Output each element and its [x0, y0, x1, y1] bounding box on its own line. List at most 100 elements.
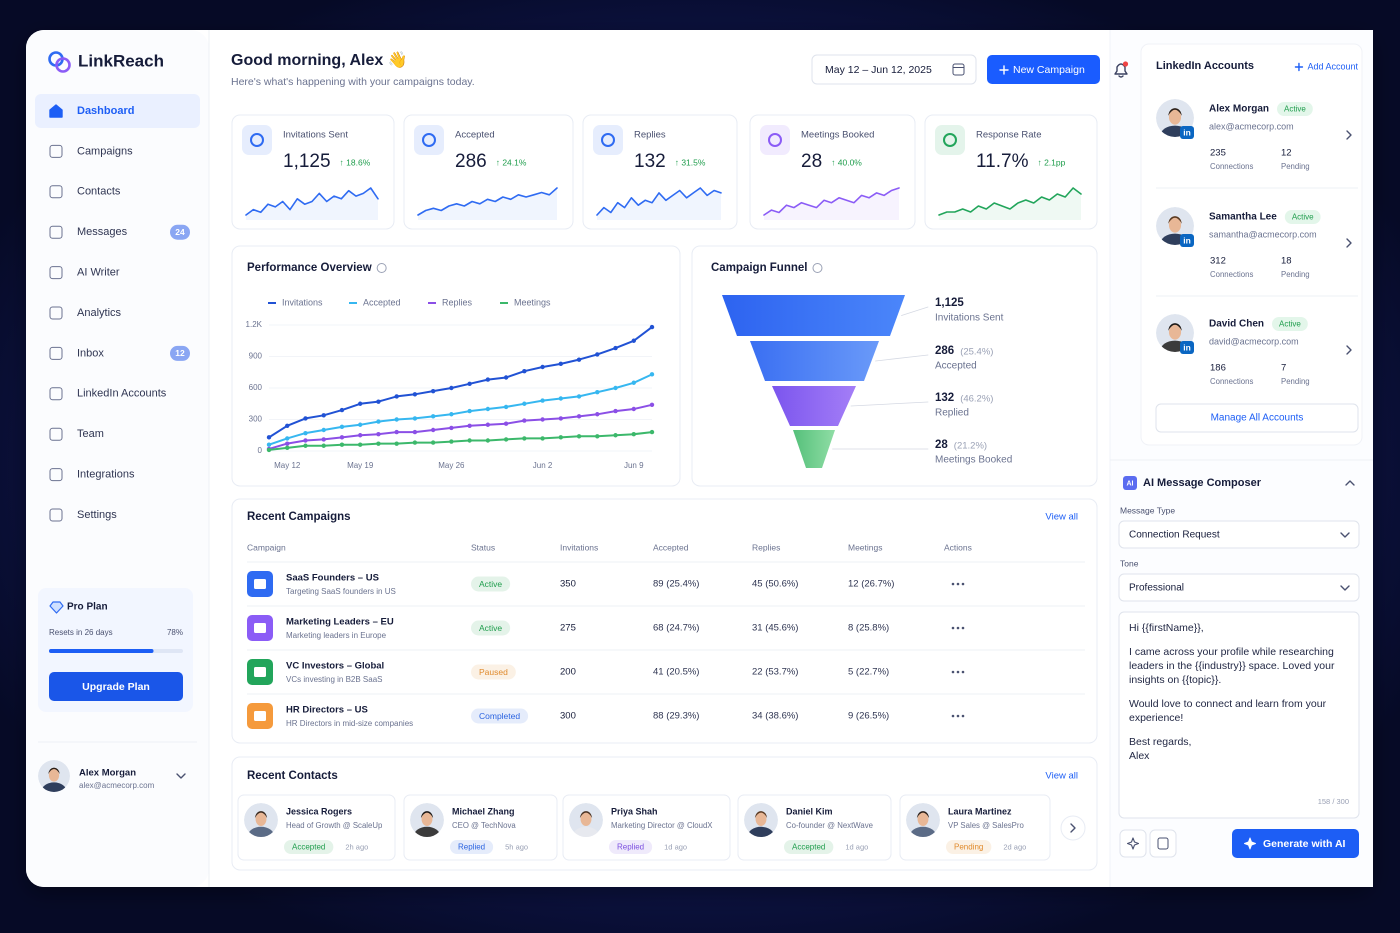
contact-time: 2h ago — [345, 842, 368, 851]
data-point — [430, 414, 436, 419]
kpi-change: ↑ 31.5% — [675, 157, 706, 167]
status-pill — [1284, 210, 1321, 224]
plan-title: Pro Plan — [67, 602, 108, 613]
data-point — [394, 417, 399, 422]
data-point — [485, 438, 491, 443]
nav-item[interactable]: Inbox — [77, 347, 104, 359]
accepted: 41 (20.5%) — [653, 667, 699, 678]
campaign-name[interactable]: VC Investors – Global — [286, 661, 384, 672]
campaign-icon-glyph — [254, 579, 266, 589]
data-point — [266, 447, 272, 453]
generate-button[interactable] — [1232, 829, 1359, 858]
contact-time: 1d ago — [664, 842, 687, 851]
generate-label[interactable]: Generate with AI — [1263, 838, 1346, 850]
contact-name: Jessica Rogers — [286, 806, 352, 816]
card-title: Campaign Funnel — [711, 262, 807, 274]
data-point — [430, 427, 436, 433]
upgrade-button[interactable] — [49, 672, 183, 701]
nav-item[interactable]: Contacts — [77, 186, 121, 198]
data-point — [613, 385, 618, 391]
chevron — [176, 773, 186, 779]
contact-card[interactable] — [562, 794, 731, 861]
data-point — [467, 423, 472, 428]
contact-status: Accepted — [292, 843, 325, 852]
manage-accounts-label[interactable]: Manage All Accounts — [1211, 413, 1304, 424]
funnel-value: 286 — [935, 345, 954, 357]
nav-item[interactable]: Settings — [77, 509, 117, 521]
nav-item[interactable]: LinkedIn Accounts — [77, 388, 167, 400]
avatar-face — [580, 812, 592, 826]
textarea[interactable] — [1118, 611, 1360, 819]
view-all-link[interactable]: View all — [1045, 512, 1078, 523]
data-point — [449, 385, 454, 391]
nav-item[interactable]: Messages — [77, 226, 128, 238]
kpi-icon-bg — [593, 125, 623, 155]
nav-item[interactable]: AI Writer — [77, 267, 120, 279]
y-tick-label: 1.2K — [246, 320, 263, 329]
char-counter: 158 / 300 — [1318, 797, 1349, 806]
select-value[interactable]: Connection Request — [1129, 530, 1220, 541]
icon-button[interactable] — [1119, 829, 1147, 858]
nav-icon — [49, 387, 63, 401]
message-body[interactable]: Hi {{firstName}}, I came across your prof… — [1129, 621, 1351, 773]
actions-menu — [951, 714, 955, 718]
data-point — [357, 401, 363, 406]
campaign-icon-glyph — [254, 667, 266, 677]
select[interactable] — [1118, 573, 1360, 602]
kpi-card — [582, 114, 738, 230]
date-range[interactable]: May 12 – Jun 12, 2025 — [825, 64, 932, 76]
add-account-link[interactable]: Add Account — [1307, 61, 1358, 71]
kpi-label: Invitations Sent — [283, 130, 348, 141]
nav-icon — [49, 225, 63, 239]
funnel-stage — [772, 386, 856, 426]
new-campaign-button[interactable] — [987, 55, 1100, 84]
meetings: 5 (22.7%) — [848, 667, 889, 678]
data-point — [522, 418, 527, 423]
icon-button[interactable] — [1149, 829, 1177, 858]
new-campaign-label[interactable]: New Campaign — [1013, 64, 1085, 76]
data-point — [540, 398, 545, 403]
campaign-name[interactable]: HR Directors – US — [286, 705, 368, 716]
chevron — [1345, 480, 1355, 486]
kpi-card — [231, 114, 395, 230]
next-button[interactable] — [1060, 815, 1086, 841]
data-point — [285, 441, 290, 446]
contact-role: Marketing Director @ CloudX — [611, 821, 713, 830]
nav-icon — [49, 185, 63, 199]
data-point — [576, 394, 582, 399]
legend-label: Accepted — [363, 297, 401, 307]
funnel-label: Meetings Booked — [935, 455, 1012, 466]
funnel-value: 28 — [935, 439, 948, 451]
replies: 34 (38.6%) — [752, 711, 798, 722]
nav-item[interactable]: Analytics — [77, 307, 122, 319]
nav-badge: 24 — [175, 227, 185, 237]
nav-item[interactable]: Integrations — [77, 469, 135, 481]
actions-menu — [961, 714, 965, 718]
nav-item[interactable]: Team — [77, 428, 104, 440]
campaign-name[interactable]: Marketing Leaders – EU — [286, 617, 394, 628]
avatar-body — [247, 826, 275, 837]
subtitle: Here's what's happening with your campai… — [231, 76, 475, 88]
account-name: Samantha Lee — [1209, 212, 1277, 223]
funnel-label: Accepted — [935, 361, 977, 372]
data-point — [339, 424, 345, 430]
select-value[interactable]: Professional — [1129, 583, 1184, 594]
nav-item[interactable]: Campaigns — [77, 145, 133, 157]
manage-accounts-button[interactable] — [1155, 403, 1359, 433]
view-all-link[interactable]: View all — [1045, 771, 1078, 782]
campaign-name[interactable]: SaaS Founders – US — [286, 573, 379, 584]
kpi-change: ↑ 40.0% — [831, 157, 862, 167]
contact-card[interactable] — [237, 794, 396, 861]
contact-card[interactable] — [403, 794, 558, 861]
kpi-icon — [250, 133, 264, 147]
campaign-description: Marketing leaders in Europe — [286, 631, 387, 640]
upgrade-button-label[interactable]: Upgrade Plan — [82, 681, 150, 693]
data-point — [595, 434, 600, 439]
select[interactable] — [1118, 520, 1360, 549]
legend-label: Meetings — [514, 297, 551, 307]
chevron — [1340, 532, 1350, 538]
nav-item[interactable]: Dashboard — [77, 105, 134, 117]
contact-card[interactable] — [737, 794, 892, 861]
date-picker[interactable] — [811, 54, 977, 85]
status-pill — [471, 576, 511, 592]
